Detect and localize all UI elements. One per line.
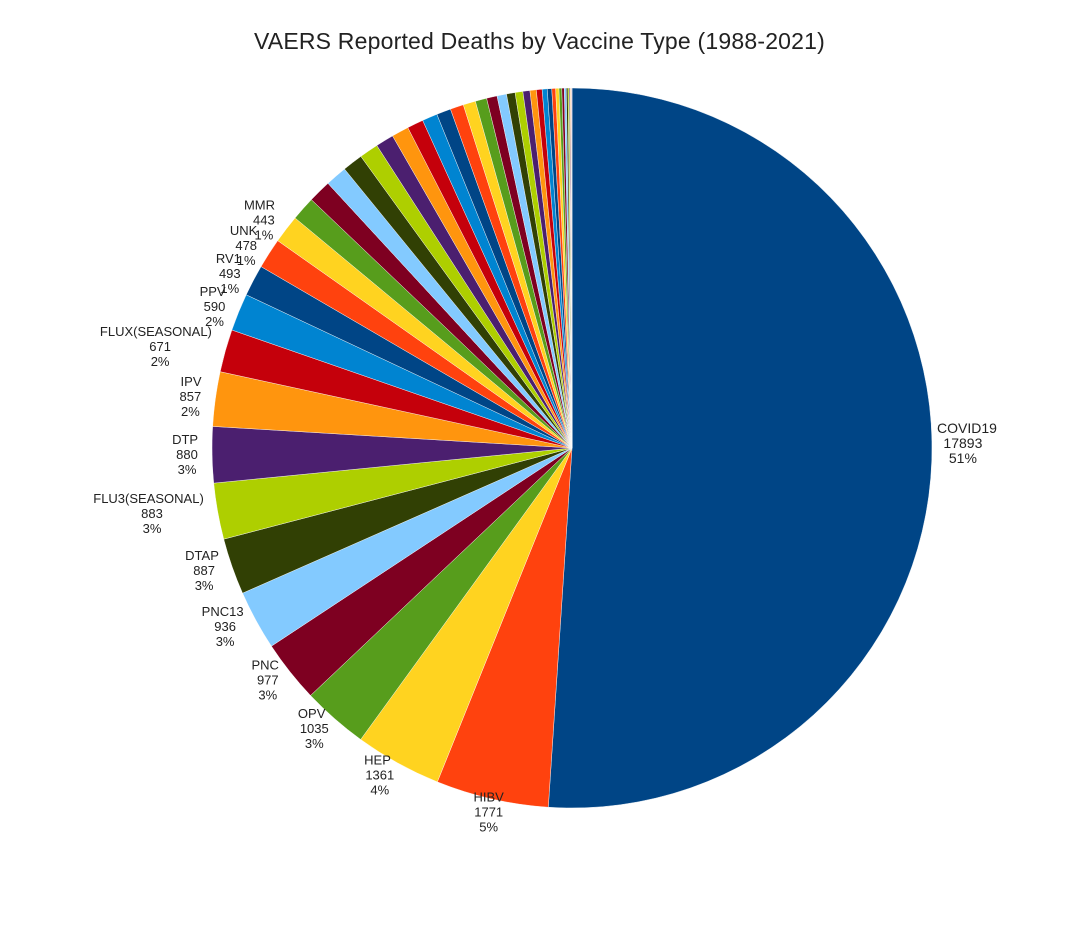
pie-label-ppv-percent: 2% [205,314,224,329]
pie-label-pnc-percent: 3% [258,687,277,702]
pie-label-dtap-value: 887 [193,563,215,578]
pie-label-dtap-percent: 3% [195,578,214,593]
pie-label-ipv-name: IPV [181,374,202,389]
pie-slices [211,87,933,809]
pie-label-pnc-name: PNC [251,657,278,672]
pie-label-mmr-percent: 1% [255,228,274,243]
pie-label-rv1-value: 493 [219,266,241,281]
pie-label-mmr-name: MMR [244,198,275,213]
pie-label-covid19-percent: 51% [949,450,977,466]
pie-label-opv-percent: 3% [305,736,324,751]
pie-label-ipv-percent: 2% [181,404,200,419]
pie-label-unk-value: 478 [235,238,257,253]
pie-slice-covid19 [548,87,933,809]
pie-label-pnc13-value: 936 [214,619,236,634]
chart-title: VAERS Reported Deaths by Vaccine Type (1… [253,28,826,54]
pie-label-flux-seasonal-percent: 2% [151,354,170,369]
pie-label-pnc13-name: PNC13 [202,604,244,619]
pie-label-ipv-value: 857 [180,389,202,404]
pie-label-rv1-percent: 1% [220,281,239,296]
pie-label-flu3-seasonal-name: FLU3(SEASONAL) [93,491,204,506]
pie-label-hibv-percent: 5% [479,820,498,835]
pie-label-ppv-value: 590 [204,299,226,314]
pie-label-opv-name: OPV [298,706,326,721]
pie-label-hep-name: HEP [364,752,391,767]
pie-label-flux-seasonal-name: FLUX(SEASONAL) [100,324,212,339]
pie-label-flu3-seasonal-percent: 3% [143,521,162,536]
pie-label-rv1-name: RV1 [216,251,241,266]
pie-label-dtp-name: DTP [172,432,198,447]
pie-label-hibv-name: HIBV [474,790,505,805]
pie-label-dtp-percent: 3% [178,462,197,477]
pie-label-pnc-value: 977 [257,672,279,687]
pie-label-covid19-value: 17893 [943,435,982,451]
pie-label-flux-seasonal-value: 671 [149,339,171,354]
pie-label-dtap-name: DTAP [185,548,219,563]
pie-label-hep-percent: 4% [370,782,389,797]
pie-label-unk-name: UNK [230,223,258,238]
pie-label-unk-percent: 1% [237,253,256,268]
pie-label-hep-value: 1361 [365,767,394,782]
pie-label-pnc13-percent: 3% [216,634,235,649]
pie-label-covid19-name: COVID19 [937,420,997,436]
pie-label-mmr-value: 443 [253,213,275,228]
pie-label-flu3-seasonal-value: 883 [141,506,163,521]
pie-label-dtp-value: 880 [176,447,198,462]
pie-label-ppv-name: PPV [200,284,226,299]
pie-label-opv-value: 1035 [300,721,329,736]
pie-label-hibv-value: 1771 [474,805,503,820]
